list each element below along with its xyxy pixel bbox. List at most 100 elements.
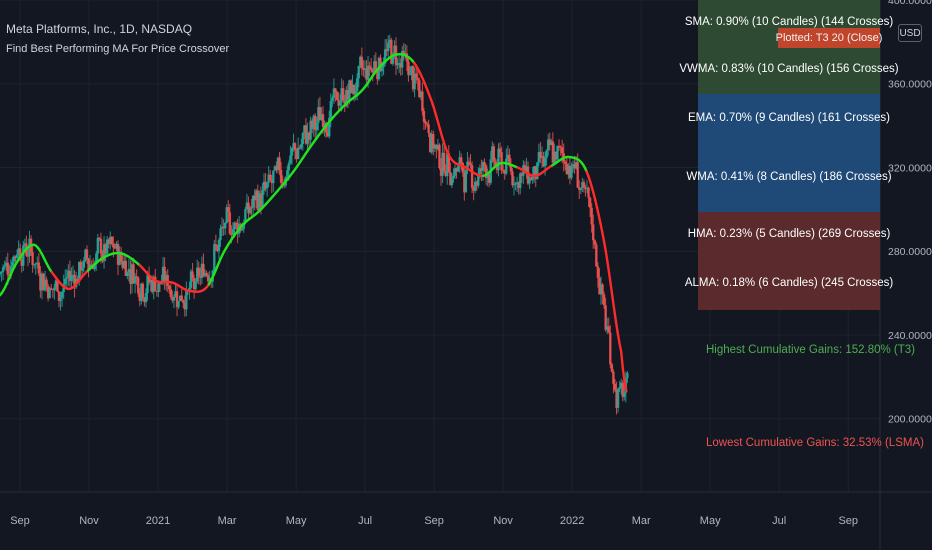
x-tick-label: Jul — [358, 515, 372, 527]
candle-body — [300, 144, 303, 148]
candle-body — [137, 277, 140, 294]
candle-body — [399, 63, 402, 68]
candle-body — [191, 271, 194, 279]
candle-body — [64, 278, 67, 285]
candle-body — [348, 80, 351, 100]
candle-body — [1, 267, 5, 272]
candle-body — [121, 261, 124, 268]
candle-body — [84, 249, 87, 261]
candle-body — [115, 243, 118, 249]
candle-body — [441, 152, 444, 176]
ma-line-segment — [594, 199, 599, 209]
candle-body — [124, 260, 127, 277]
candle-body — [585, 187, 589, 189]
candle-body — [57, 291, 61, 301]
candle-body — [428, 132, 432, 153]
candle-body — [576, 162, 579, 188]
candle-body — [360, 56, 364, 69]
candle-body — [107, 239, 110, 245]
candle-body — [233, 223, 236, 230]
candle-body — [40, 273, 44, 291]
candle-body — [79, 261, 82, 271]
candle-body — [568, 165, 572, 178]
candle-body — [143, 297, 146, 303]
candle-body — [533, 166, 536, 176]
candle-body — [175, 291, 179, 308]
candle-body — [469, 163, 472, 166]
candle-body — [157, 283, 160, 292]
candle-body — [531, 175, 534, 181]
candle-body — [295, 150, 298, 160]
candle-body — [545, 150, 548, 158]
candle-body — [509, 165, 513, 172]
candle-body — [472, 187, 475, 191]
candle-body — [309, 120, 312, 140]
candle-body — [258, 193, 261, 211]
candle-body — [93, 264, 96, 270]
candle-body — [43, 279, 47, 291]
candle-body — [230, 233, 233, 235]
y-tick-label: 400.0000 — [888, 0, 932, 7]
candle-body — [564, 161, 567, 164]
candle-body — [202, 263, 205, 277]
candle-body — [269, 174, 272, 180]
candle-body — [250, 207, 253, 209]
candle-body — [324, 122, 328, 133]
candle-body — [383, 49, 387, 64]
candle-body — [366, 65, 370, 80]
candle-body — [365, 68, 368, 80]
x-tick-label: Mar — [632, 515, 651, 527]
ma-line-segment — [604, 249, 609, 263]
candle-body — [413, 73, 416, 90]
candle-body — [567, 165, 570, 175]
candle-body — [292, 143, 295, 148]
ma-line-segment — [613, 308, 618, 324]
candle-body — [497, 148, 500, 171]
candle-body — [56, 280, 59, 292]
candle-body — [315, 122, 318, 131]
candle-body — [320, 114, 323, 121]
candle-body — [578, 187, 581, 190]
candle-body — [22, 245, 25, 266]
candle-body — [154, 276, 157, 291]
candle-body — [205, 273, 208, 276]
candle-body — [262, 181, 266, 191]
candle-body — [318, 107, 322, 121]
ma-line-segment — [614, 320, 619, 335]
candle-body — [135, 276, 138, 278]
candle-body — [519, 173, 522, 188]
indicator-name: Find Best Performing MA For Price Crosso… — [6, 43, 230, 55]
candle-body — [82, 260, 86, 268]
candle-body — [50, 288, 53, 290]
candle-body — [523, 165, 527, 174]
candle-body — [579, 187, 582, 190]
currency-badge[interactable]: USD — [898, 24, 922, 42]
candle-body — [470, 165, 474, 188]
candle-body — [548, 139, 551, 146]
candle-body — [141, 283, 145, 298]
candle-body — [487, 174, 491, 183]
candle-body — [65, 277, 68, 279]
candle-body — [607, 326, 610, 333]
candle-body — [48, 288, 51, 299]
candle-body — [321, 114, 325, 128]
candle-body — [220, 226, 224, 229]
candle-body — [435, 144, 438, 150]
candle-body — [287, 163, 291, 171]
ma-line-segment — [623, 380, 628, 393]
candle-body — [20, 259, 23, 266]
candle-body — [296, 147, 300, 160]
candle-body — [418, 80, 421, 97]
candle-body — [602, 294, 606, 306]
candle-body — [626, 372, 629, 379]
candle-body — [610, 364, 614, 372]
candle-body — [26, 255, 30, 257]
candle-body — [618, 387, 621, 389]
candle-body — [42, 273, 45, 291]
candle-body — [480, 168, 483, 171]
candle-body — [362, 68, 365, 70]
candle-body — [199, 275, 202, 278]
x-tick-label: Mar — [218, 515, 237, 527]
x-tick-label: Sep — [838, 515, 858, 527]
